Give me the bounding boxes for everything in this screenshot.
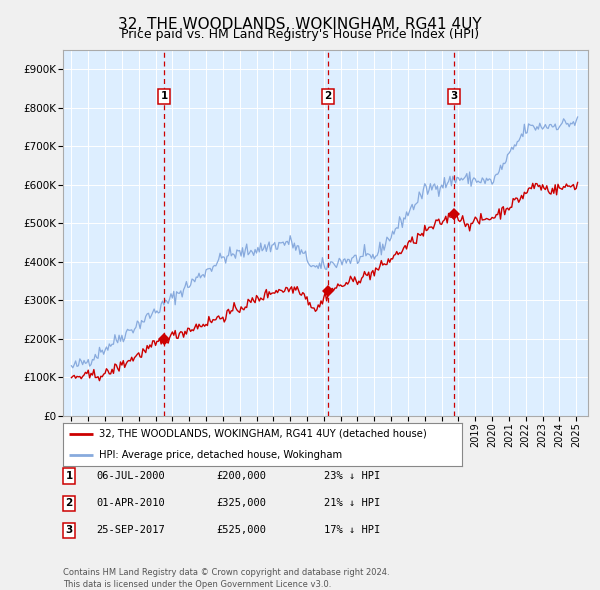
Text: 2: 2 xyxy=(65,499,73,508)
Text: HPI: Average price, detached house, Wokingham: HPI: Average price, detached house, Woki… xyxy=(99,450,342,460)
Text: Contains HM Land Registry data © Crown copyright and database right 2024.
This d: Contains HM Land Registry data © Crown c… xyxy=(63,568,389,589)
Text: 1: 1 xyxy=(65,471,73,481)
Text: 17% ↓ HPI: 17% ↓ HPI xyxy=(324,526,380,535)
Text: £325,000: £325,000 xyxy=(216,499,266,508)
Text: 25-SEP-2017: 25-SEP-2017 xyxy=(96,526,165,535)
Text: 3: 3 xyxy=(450,91,458,101)
Text: 01-APR-2010: 01-APR-2010 xyxy=(96,499,165,508)
Text: Price paid vs. HM Land Registry's House Price Index (HPI): Price paid vs. HM Land Registry's House … xyxy=(121,28,479,41)
Text: 1: 1 xyxy=(161,91,168,101)
Text: 32, THE WOODLANDS, WOKINGHAM, RG41 4UY (detached house): 32, THE WOODLANDS, WOKINGHAM, RG41 4UY (… xyxy=(99,429,427,439)
Text: £200,000: £200,000 xyxy=(216,471,266,481)
Text: 06-JUL-2000: 06-JUL-2000 xyxy=(96,471,165,481)
Text: £525,000: £525,000 xyxy=(216,526,266,535)
Text: 3: 3 xyxy=(65,526,73,535)
Text: 23% ↓ HPI: 23% ↓ HPI xyxy=(324,471,380,481)
Text: 32, THE WOODLANDS, WOKINGHAM, RG41 4UY: 32, THE WOODLANDS, WOKINGHAM, RG41 4UY xyxy=(118,17,482,31)
Text: 21% ↓ HPI: 21% ↓ HPI xyxy=(324,499,380,508)
Text: 2: 2 xyxy=(325,91,332,101)
